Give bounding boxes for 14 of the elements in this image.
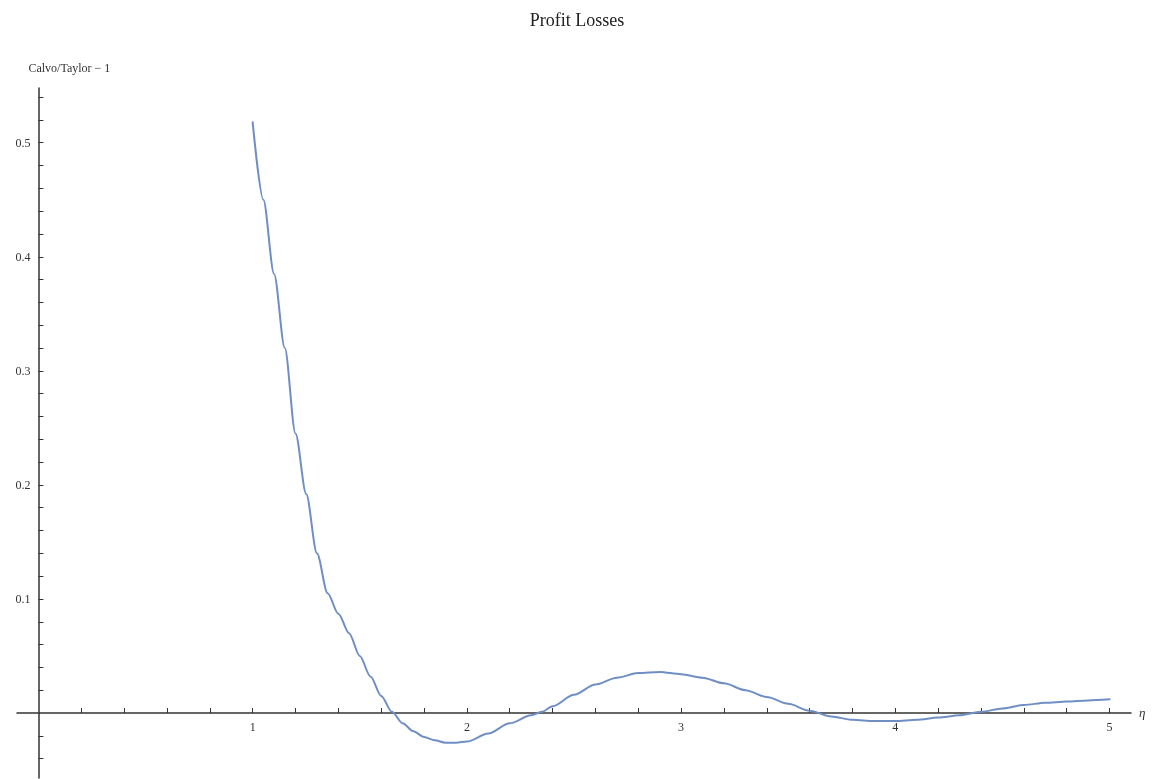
y-tick-label: 0.1 (15, 591, 31, 606)
y-tick-label: 0.4 (15, 249, 31, 264)
y-axis-title: Calvo/Taylor − 1 (28, 61, 111, 75)
x-tick-label: 2 (463, 719, 470, 734)
x-tick-label: 3 (678, 719, 685, 734)
chart-title: Profit Losses (529, 10, 625, 30)
y-tick-label: 0.5 (15, 135, 31, 150)
x-tick-label: 4 (892, 719, 899, 734)
y-tick-label: 0.2 (15, 477, 31, 492)
x-tick-label: 5 (1106, 719, 1113, 734)
line-series (251, 121, 1111, 744)
y-tick-label: 0.3 (15, 363, 31, 378)
x-tick-label: 1 (249, 719, 256, 734)
x-axis-title: η (1139, 705, 1146, 721)
